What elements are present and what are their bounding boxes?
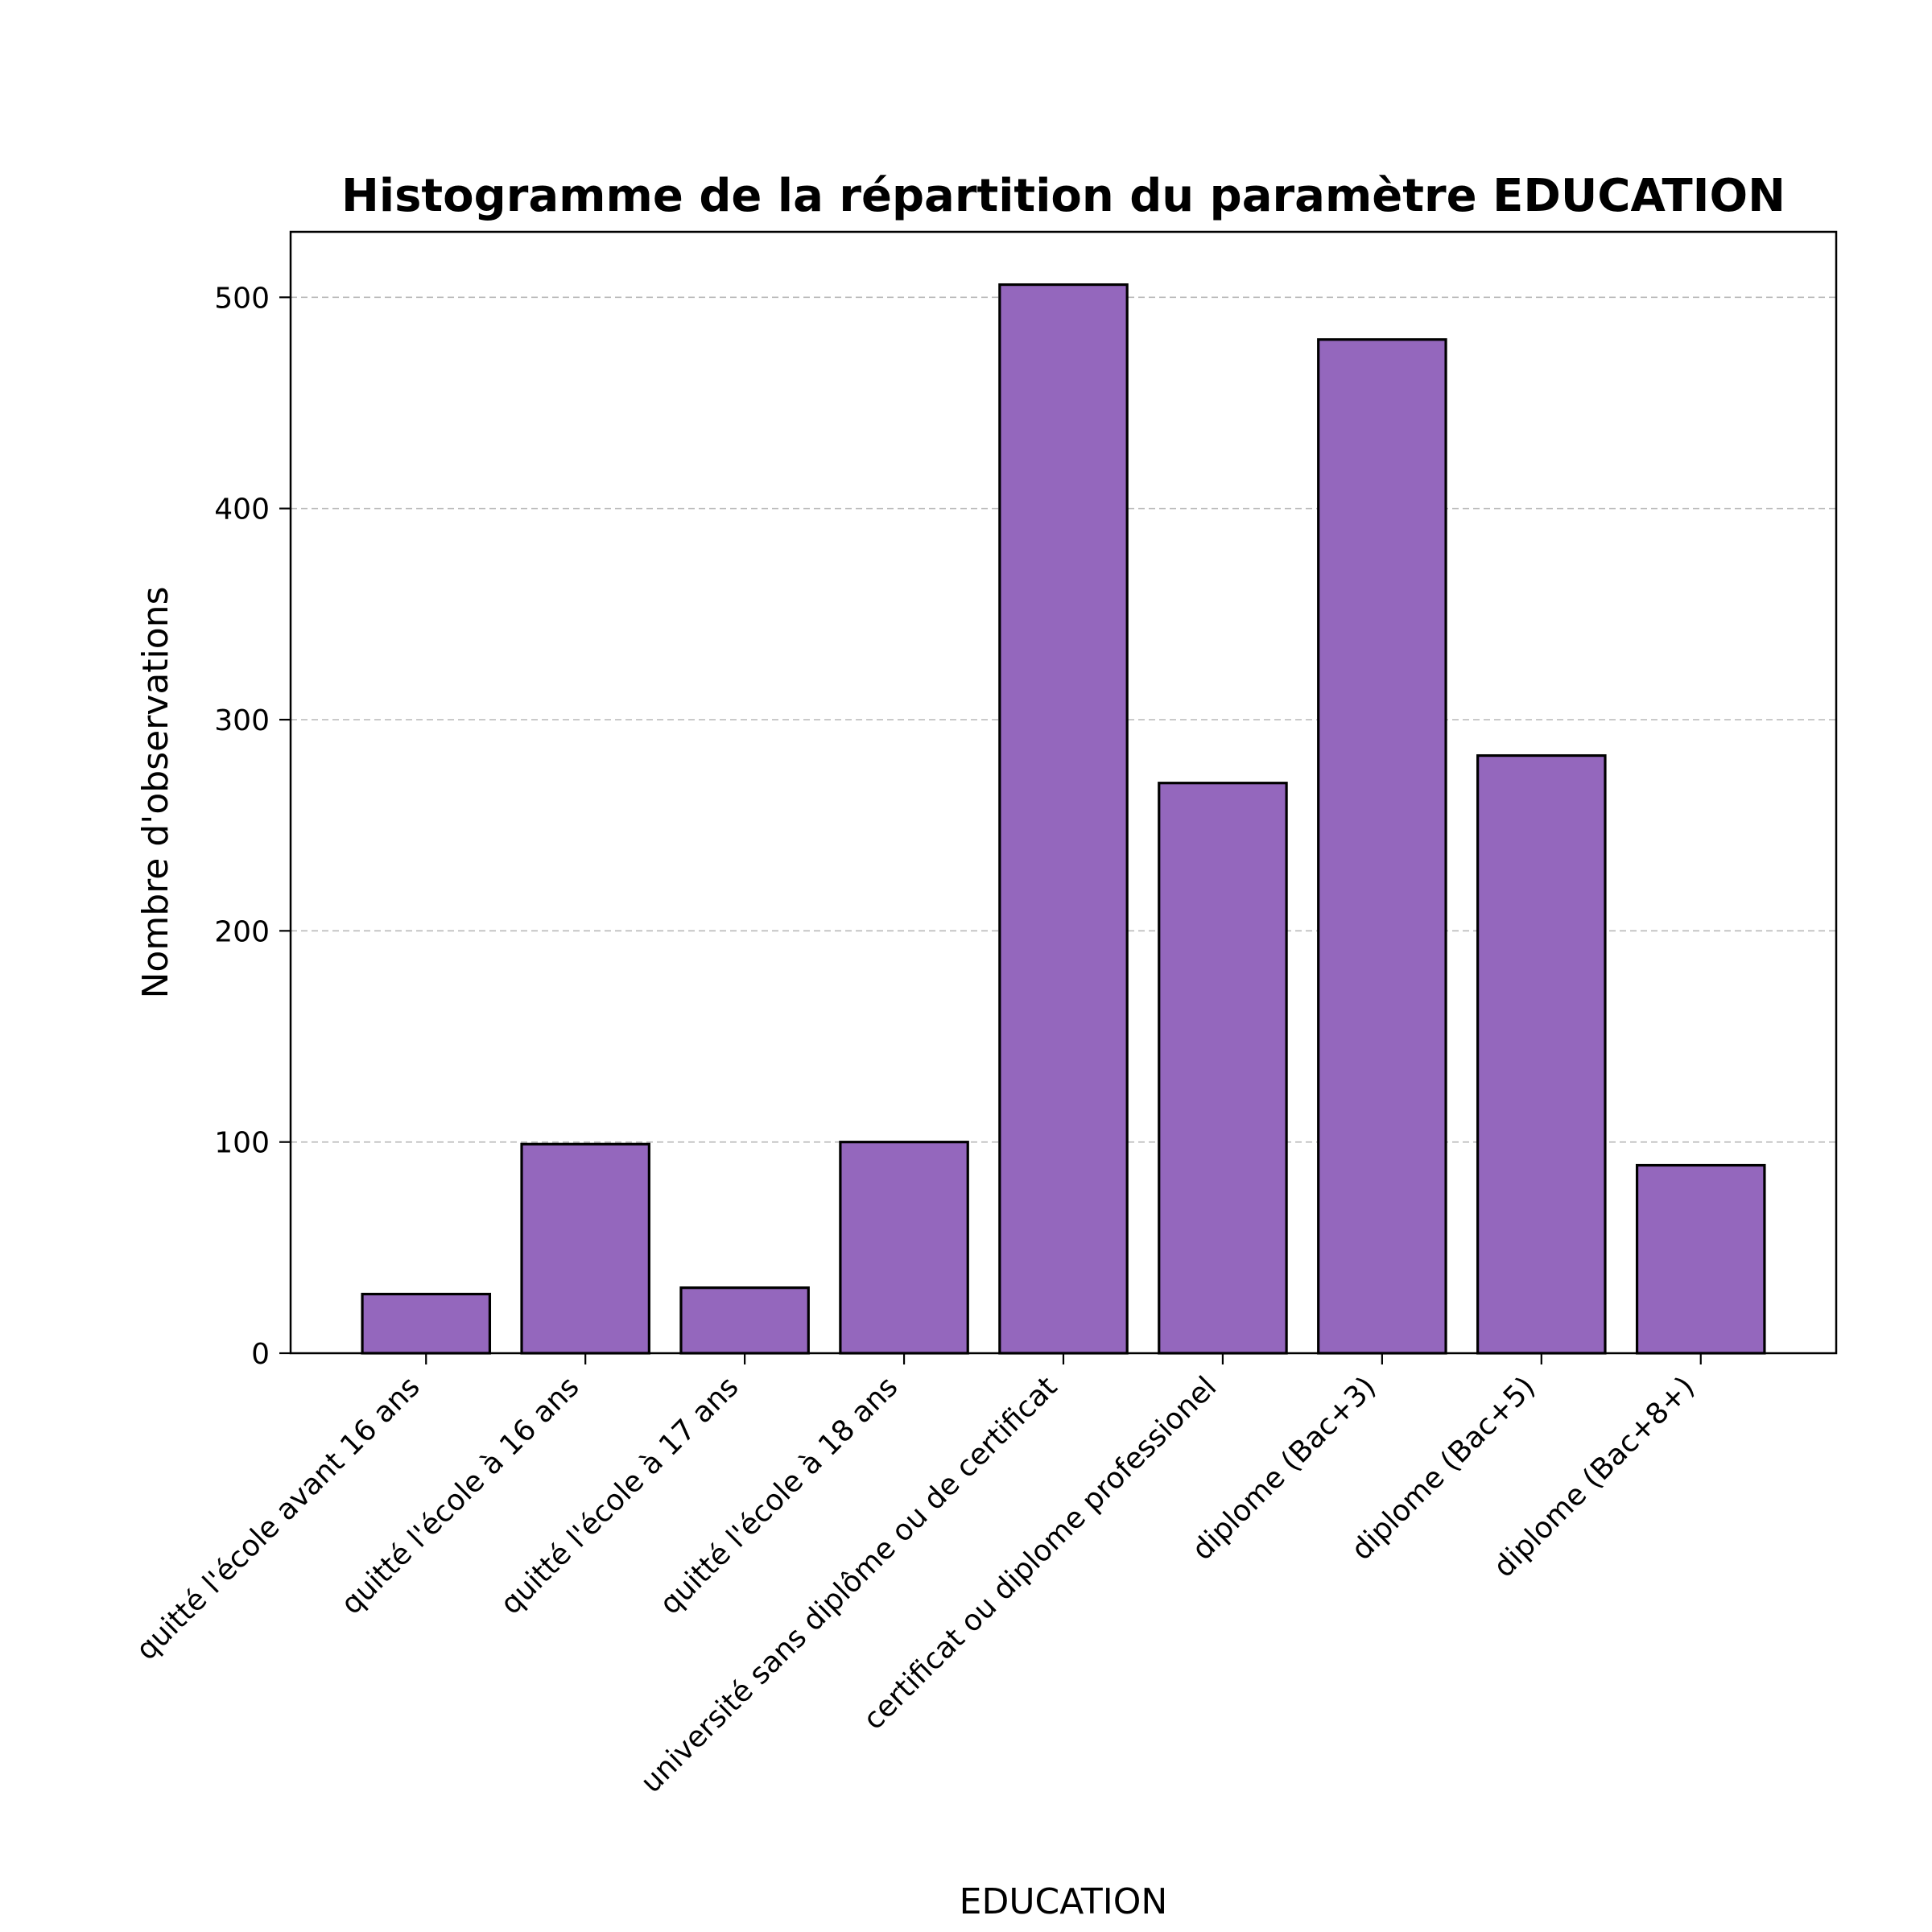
y-tick-label: 500 [214,282,270,315]
y-tick-label: 300 [214,704,270,737]
bar [361,1292,492,1355]
x-axis-label: EDUCATION [960,1881,1168,1922]
y-tick-label: 400 [214,493,270,526]
x-tick-label: certificat ou diplome professionel [857,1370,1224,1736]
y-tick-label: 200 [214,915,270,948]
bar [1635,1163,1766,1355]
chart-title: Histogramme de la répartition du paramèt… [341,170,1785,222]
bar [1317,338,1447,1355]
x-tick-label: quitté l'école avant 16 ans [130,1370,426,1666]
bar [1158,782,1288,1355]
bar [1476,753,1607,1355]
bar [520,1142,650,1355]
y-tick-label: 100 [214,1127,270,1160]
bar [839,1141,969,1355]
y-axis-label: Nombre d'observations [135,587,176,999]
bar [998,283,1129,1355]
y-tick-label: 0 [251,1338,270,1371]
bars [361,283,1766,1355]
y-axis-ticks: 0 100 200 300 400 500 [214,282,291,1371]
bar [679,1286,810,1355]
